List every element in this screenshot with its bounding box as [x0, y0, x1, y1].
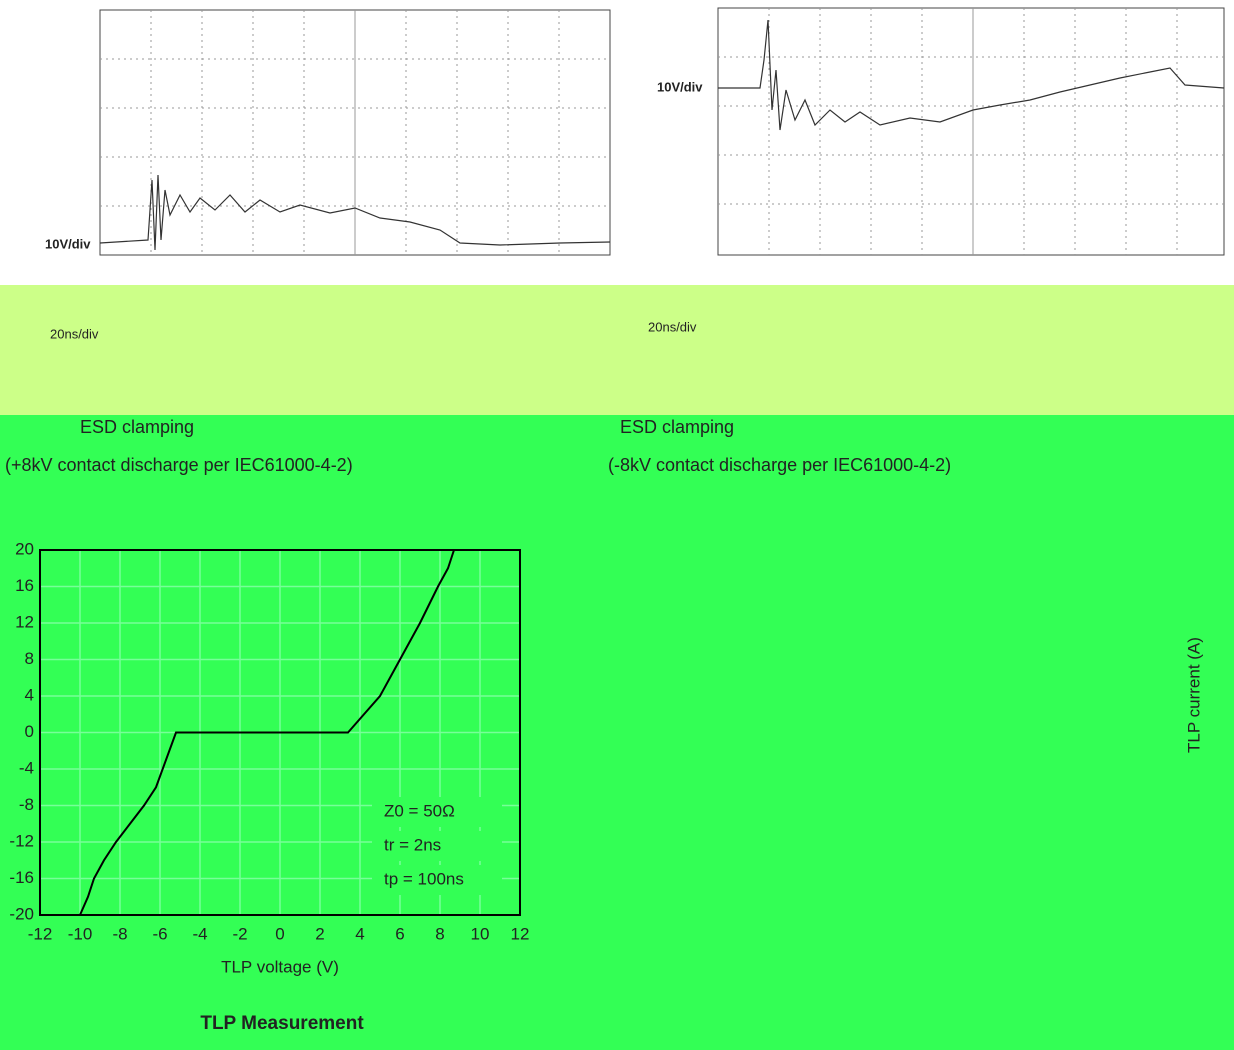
volt-div: 10V/div: [657, 79, 703, 94]
x-tick-label: 0: [275, 924, 284, 943]
scope-trace: [718, 19, 1225, 131]
caption-subtitle: (-8kV contact discharge per IEC61000-4-2…: [608, 455, 951, 475]
x-tick-label: 10: [471, 924, 490, 943]
x-tick-label: 6: [395, 924, 404, 943]
annotation-bg: [372, 831, 502, 861]
scope-trace: [99, 174, 611, 251]
x-tick-label: -12: [28, 924, 53, 943]
y-tick-label: -12: [9, 831, 34, 850]
scope-frame: [717, 7, 1225, 256]
annotation-bg: [372, 797, 502, 827]
time-div: 20ns/div: [648, 319, 697, 334]
y-tick-label: 0: [25, 722, 34, 741]
y-tick-label: -8: [19, 795, 34, 814]
x-tick-label: -10: [68, 924, 93, 943]
x-tick-label: 12: [511, 924, 530, 943]
scope-grid: [718, 8, 1224, 255]
y-tick-label: 8: [25, 649, 34, 668]
y-tick-label: 4: [25, 685, 34, 704]
y-tick-label: 12: [15, 612, 34, 631]
x-tick-label: -2: [232, 924, 247, 943]
x-tick-label: 4: [355, 924, 364, 943]
tlp-curve: [79, 549, 455, 916]
caption-subtitle: (+8kV contact discharge per IEC61000-4-2…: [5, 455, 353, 475]
scope-left: 10V/div 20ns/div: [45, 9, 611, 341]
x-axis-label: TLP voltage (V): [221, 957, 339, 976]
y-tick-label: -16: [9, 868, 34, 887]
y-axis-label: TLP current (A): [1184, 637, 1203, 753]
chart-title: TLP Measurement: [200, 1013, 364, 1034]
band: [0, 285, 1234, 415]
x-tick-label: 8: [435, 924, 444, 943]
y-tick-label: -4: [19, 758, 34, 777]
x-tick-label: 2: [315, 924, 324, 943]
x-tick-label: -8: [112, 924, 127, 943]
y-tick-label: -20: [9, 904, 34, 923]
annotation: Z0 = 50Ω: [384, 801, 455, 820]
plot-frame: [39, 549, 521, 916]
time-div: 20ns/div: [50, 326, 99, 341]
annotation-bg: [372, 865, 502, 895]
y-tick-label: 20: [15, 539, 34, 558]
x-tick-label: -4: [192, 924, 207, 943]
caption-title: ESD clamping: [80, 417, 194, 437]
caption-title: ESD clamping: [620, 417, 734, 437]
x-tick-label: -6: [152, 924, 167, 943]
annotation: tp = 100ns: [384, 869, 464, 888]
volt-div: 10V/div: [45, 236, 91, 251]
y-tick-label: 16: [15, 576, 34, 595]
scope-right: 10V/div 20ns/div: [648, 7, 1225, 334]
scope-grid: [100, 10, 610, 255]
annotation: tr = 2ns: [384, 835, 441, 854]
